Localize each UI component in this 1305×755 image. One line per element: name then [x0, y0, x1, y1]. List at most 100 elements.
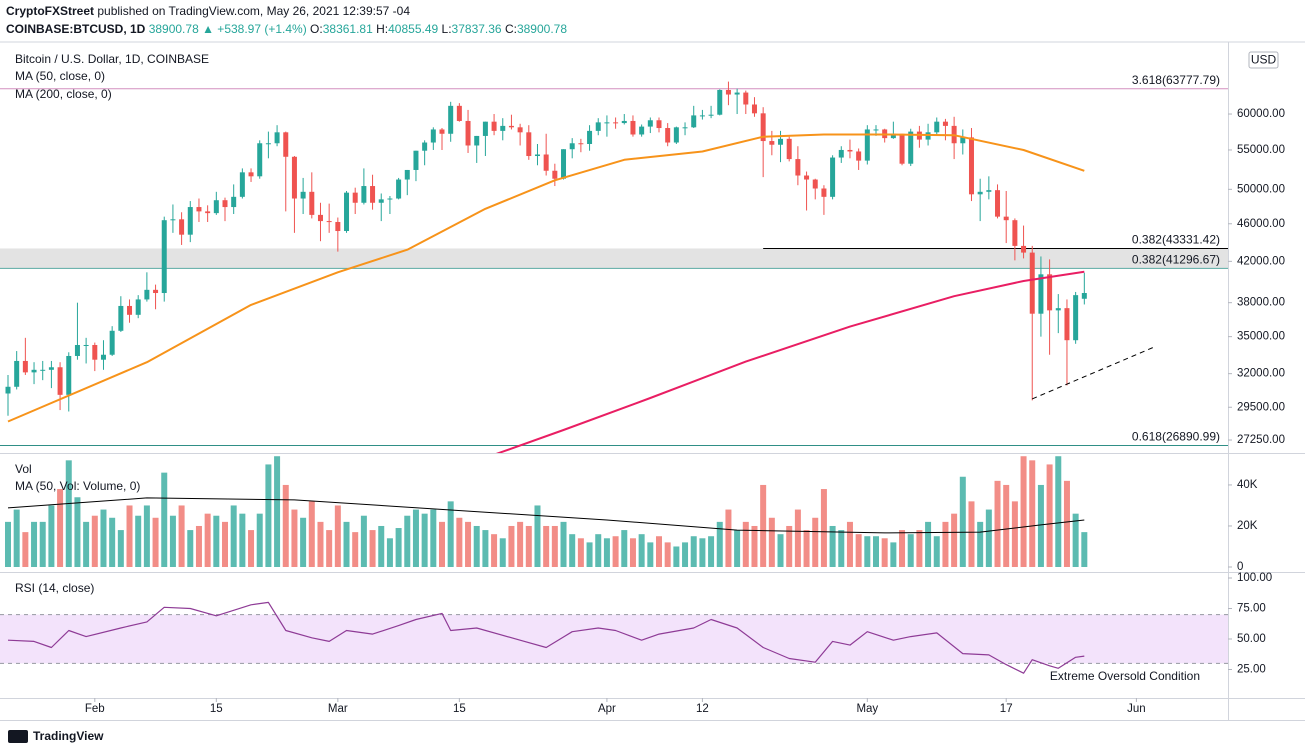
- volume-bar: [586, 542, 593, 567]
- candle-body: [613, 122, 619, 124]
- volume-bar: [1037, 484, 1044, 567]
- y-tick-label: 55000.00: [1237, 144, 1285, 156]
- rsi-pane: [0, 601, 1228, 674]
- volume-bar: [517, 521, 524, 567]
- candle-body: [639, 126, 645, 135]
- volume-bar: [439, 521, 445, 567]
- volume-bar: [873, 536, 879, 567]
- volume-bar: [178, 505, 185, 567]
- candle-body: [344, 192, 350, 232]
- candle-body: [361, 186, 367, 203]
- ohlc-value: 37837.36: [452, 22, 502, 36]
- legend-entry: MA (50, Vol: Volume, 0): [15, 479, 140, 493]
- volume-bar: [907, 534, 914, 567]
- volume-bar: [300, 517, 307, 567]
- candle-body: [778, 138, 784, 145]
- volume-bar: [603, 538, 610, 567]
- candle-body: [691, 115, 697, 128]
- volume-bar: [1055, 456, 1062, 567]
- y-tick-label: 50000.00: [1237, 183, 1285, 195]
- candle-body: [1038, 274, 1044, 314]
- logo-icon: [8, 730, 28, 743]
- y-tick-label: 50.00: [1237, 633, 1266, 645]
- candle-body: [370, 186, 376, 203]
- volume-bar: [656, 536, 662, 567]
- volume-bar: [378, 525, 385, 567]
- y-tick-label: 42000.00: [1237, 255, 1285, 267]
- volume-bar: [1020, 456, 1027, 567]
- ohlc-value: 38900.78: [517, 22, 567, 36]
- y-tick-label: 38000.00: [1237, 297, 1285, 309]
- candle-body: [257, 143, 263, 177]
- y-tick-label: 32000.00: [1237, 368, 1285, 380]
- volume-bar: [169, 515, 176, 567]
- candle-body: [621, 120, 627, 124]
- volume-bar: [213, 515, 220, 567]
- y-tick-label: 20K: [1237, 520, 1258, 532]
- candle-body: [474, 135, 480, 146]
- volume-bar: [812, 517, 819, 567]
- fib-level-label: 0.618(26890.99): [1132, 430, 1220, 444]
- candle-body: [187, 207, 193, 235]
- candle-body: [760, 113, 766, 142]
- volume-bar: [204, 513, 211, 567]
- x-tick-label: May: [856, 703, 878, 715]
- candle-body: [561, 149, 567, 179]
- volume-bar: [482, 530, 489, 567]
- candle-body: [5, 386, 11, 394]
- volume-bar: [569, 534, 576, 567]
- volume-bar: [760, 484, 767, 567]
- price-pane: 3.618(63777.79) 0.382(43331.42) 0.382(4129…: [0, 73, 1228, 453]
- volume-bar: [360, 515, 367, 567]
- candle-body: [57, 367, 63, 395]
- volume-bar: [343, 521, 350, 567]
- candle-body: [899, 133, 905, 164]
- header-line: CryptoFXStreet published on TradingView.…: [6, 4, 410, 18]
- candle-body: [283, 132, 289, 157]
- candle-body: [291, 156, 297, 199]
- candle-body: [569, 143, 575, 150]
- candle-body: [274, 132, 280, 144]
- moving-average: [7, 133, 1085, 423]
- candle-body: [317, 214, 323, 222]
- candle-body: [595, 122, 601, 131]
- candle-body: [821, 188, 827, 197]
- candle-body: [161, 220, 167, 294]
- candle-body: [239, 172, 245, 197]
- candle-body: [856, 151, 862, 161]
- published: published on TradingView.com, May 26, 20…: [97, 4, 410, 18]
- y-tick-label: 75.00: [1237, 603, 1266, 615]
- candle-body: [665, 128, 671, 143]
- ohlc-label: L:: [442, 22, 452, 36]
- volume-bar: [291, 509, 298, 567]
- candle-body: [213, 200, 219, 214]
- candle-body: [248, 172, 254, 177]
- candle-body: [265, 143, 271, 145]
- candle-body: [587, 130, 593, 144]
- y-tick-label: 0: [1237, 561, 1243, 573]
- publisher: CryptoFXStreet: [6, 4, 94, 18]
- volume-bar: [109, 517, 116, 567]
- pane-title: Bitcoin / U.S. Dollar, 1D, COINBASE: [15, 52, 209, 66]
- volume-bar: [161, 472, 168, 567]
- volume-ma: [7, 497, 1085, 534]
- volume-bar: [195, 525, 202, 567]
- candle-body: [995, 190, 1001, 217]
- candle-body: [135, 299, 141, 315]
- volume-bar: [933, 536, 940, 567]
- candle-body: [699, 115, 705, 117]
- volume-bar: [968, 501, 975, 567]
- candle-body: [335, 221, 341, 232]
- axes: 27250.00 29500.00 32000.00 35000.00 38000.00…: [85, 108, 1285, 715]
- volume-bar: [699, 538, 706, 567]
- volume-bar: [117, 530, 124, 567]
- candle-body: [1055, 308, 1061, 311]
- volume-bar: [473, 525, 480, 567]
- candle-body: [1021, 245, 1027, 253]
- volume-bar: [222, 521, 228, 567]
- fib-level-label: 3.618(63777.79): [1132, 73, 1220, 87]
- volume-bar: [560, 521, 567, 567]
- candle-body: [31, 369, 37, 373]
- candle-body: [1081, 293, 1087, 299]
- volume-bar: [404, 515, 411, 567]
